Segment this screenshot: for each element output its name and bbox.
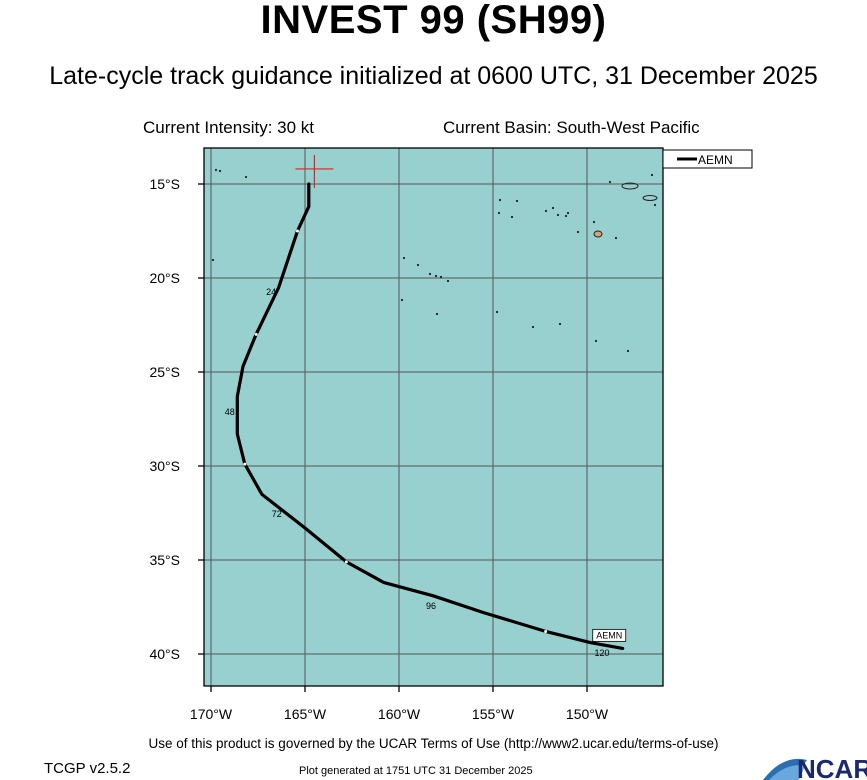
tau-label: 48 xyxy=(225,407,235,417)
island xyxy=(621,182,639,190)
island xyxy=(614,236,618,240)
track-end-label: AEMN xyxy=(596,630,622,640)
island xyxy=(626,349,630,353)
island xyxy=(653,203,657,207)
track-point xyxy=(344,560,348,564)
current-intensity: Current Intensity: 30 kt xyxy=(143,118,315,137)
lat-label: 15°S xyxy=(149,176,180,192)
legend: AEMN xyxy=(662,149,753,169)
island xyxy=(544,209,548,213)
legend-label: AEMN xyxy=(698,153,733,167)
version-label: TCGP v2.5.2 xyxy=(44,760,131,777)
island xyxy=(497,211,501,215)
map-frame xyxy=(203,147,664,687)
generated-timestamp: Plot generated at 1751 UTC 31 December 2… xyxy=(299,765,533,777)
island xyxy=(510,215,514,219)
tau-label: 120 xyxy=(595,648,610,658)
island xyxy=(446,279,450,283)
islands xyxy=(211,168,658,353)
lon-label: 160°W xyxy=(378,706,421,722)
terms-of-use-notice: Use of this product is governed by the U… xyxy=(148,736,719,751)
tau-label: 72 xyxy=(272,509,282,519)
island xyxy=(435,312,439,316)
lat-label: 20°S xyxy=(149,270,180,286)
lat-label: 35°S xyxy=(149,552,180,568)
island xyxy=(566,211,570,215)
track-line-aemn xyxy=(235,182,625,651)
island xyxy=(551,206,555,210)
island xyxy=(576,230,580,234)
island xyxy=(218,169,222,173)
tau-label: 96 xyxy=(426,601,436,611)
island xyxy=(211,258,215,262)
island xyxy=(593,230,603,238)
map-grid xyxy=(204,148,663,686)
lat-label: 30°S xyxy=(149,458,180,474)
island xyxy=(558,322,562,326)
island xyxy=(244,175,248,179)
lat-label: 40°S xyxy=(149,646,180,662)
island xyxy=(434,274,438,278)
page-title: INVEST 99 (SH99) xyxy=(260,0,607,42)
island xyxy=(531,325,535,329)
axis-labels: 15°S 20°S 25°S 30°S 35°S 40°S 170°W 165°W 160°W 1… xyxy=(149,176,608,722)
island xyxy=(650,173,654,177)
page-subtitle: Late-cycle track guidance initialized at… xyxy=(49,62,818,90)
lon-label: 165°W xyxy=(284,706,327,722)
island xyxy=(608,180,612,184)
tau-label: 24 xyxy=(266,287,276,297)
logo-text: NCAR xyxy=(797,754,867,780)
track-point xyxy=(243,462,247,466)
island xyxy=(594,339,598,343)
track-end-label-box xyxy=(592,628,627,642)
lat-label: 25°S xyxy=(149,364,180,380)
current-basin: Current Basin: South-West Pacific xyxy=(443,118,700,137)
track-point xyxy=(544,629,548,633)
island xyxy=(416,263,420,267)
track-point xyxy=(295,229,299,233)
island xyxy=(402,256,406,260)
track-point xyxy=(254,332,258,336)
island xyxy=(556,213,560,217)
island xyxy=(515,199,519,203)
island xyxy=(214,168,218,172)
lon-label: 155°W xyxy=(472,706,515,722)
island xyxy=(642,195,658,201)
island xyxy=(498,198,502,202)
forecast-track: 24 48 72 96 120 AEMN xyxy=(225,154,627,658)
island xyxy=(495,310,499,314)
island xyxy=(428,272,432,276)
island xyxy=(592,220,596,224)
island xyxy=(564,214,568,218)
lon-label: 150°W xyxy=(566,706,609,722)
lon-label: 170°W xyxy=(190,706,233,722)
legend-box xyxy=(662,149,753,169)
ncar-logo: NCAR xyxy=(763,754,867,780)
island xyxy=(400,298,404,302)
island xyxy=(439,275,443,279)
